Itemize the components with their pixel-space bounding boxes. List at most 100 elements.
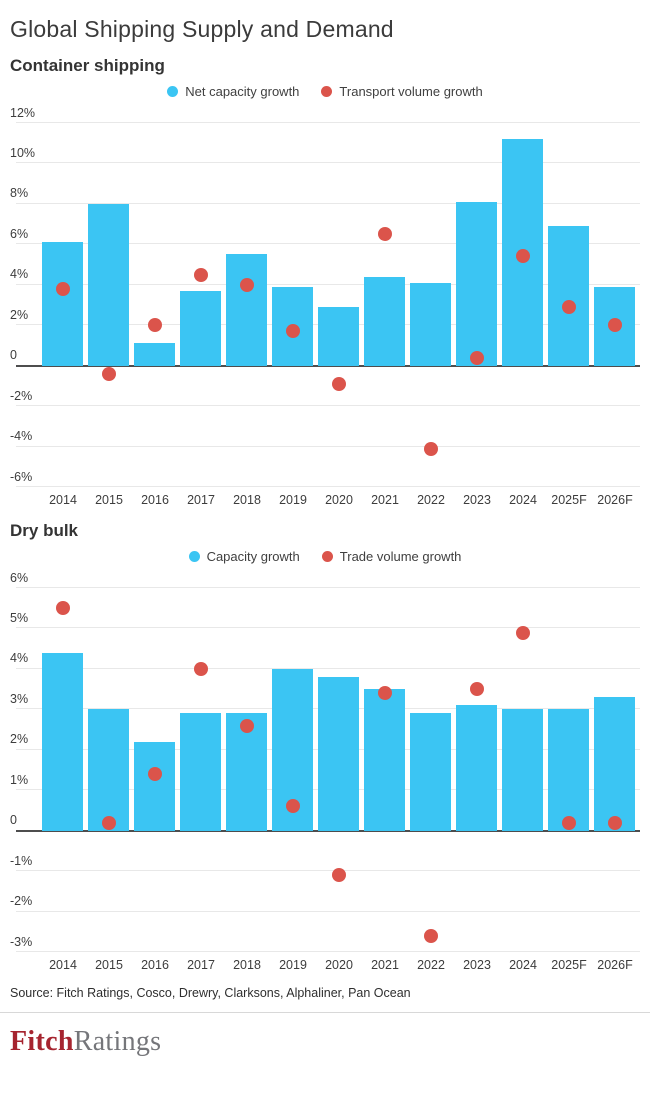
y-tick-label: 12% — [10, 105, 36, 120]
category-slot — [546, 123, 592, 487]
category-slot — [40, 123, 86, 487]
gridline — [16, 910, 640, 912]
x-tick-label: 2015 — [95, 493, 123, 507]
gridline — [16, 202, 640, 204]
category-slot — [132, 123, 178, 487]
logo-fitch-text: Fitch — [10, 1026, 74, 1057]
y-tick-label: 2% — [10, 732, 29, 747]
bar — [88, 709, 129, 831]
bar — [88, 203, 129, 366]
x-tick-label: 2020 — [325, 493, 353, 507]
scatter-dot — [470, 350, 484, 365]
x-tick-label: 2015 — [95, 958, 123, 972]
category-slot — [500, 123, 546, 487]
gridline — [16, 162, 640, 164]
bar — [42, 242, 83, 366]
x-tick-label: 2026F — [597, 493, 633, 507]
y-tick-label: 1% — [10, 772, 29, 787]
gridline — [16, 445, 640, 447]
category-slot — [132, 588, 178, 952]
x-tick-label: 2018 — [233, 958, 261, 972]
gridline — [16, 627, 640, 629]
category-slot — [408, 588, 454, 952]
legend: Net capacity growth Transport volume gro… — [10, 84, 640, 99]
y-tick-label: 3% — [10, 691, 29, 706]
category-slot — [224, 123, 270, 487]
plot-area: 12% 10% 8% 6% 4% 2% 0 -2% -4% -6% — [10, 106, 640, 487]
gridline — [16, 951, 640, 952]
scatter-dot — [470, 682, 484, 697]
gridline — [16, 243, 640, 245]
gridline — [16, 122, 640, 123]
x-tick-label: 2026F — [597, 958, 633, 972]
source-attribution: Source: Fitch Ratings, Cosco, Drewry, Cl… — [10, 986, 411, 1000]
bar — [180, 713, 221, 831]
x-tick-label: 2017 — [187, 493, 215, 507]
x-tick-label: 2018 — [233, 493, 261, 507]
scatter-dot — [240, 718, 254, 733]
bar — [410, 282, 451, 366]
scatter-dot — [608, 815, 622, 830]
bar — [318, 676, 359, 831]
y-tick-label: -4% — [10, 429, 33, 444]
scatter-dot — [378, 227, 392, 242]
y-tick-label: 8% — [10, 186, 29, 201]
category-slot — [592, 123, 638, 487]
x-axis-labels: 2014 2015 2016 2017 2018 2019 2020 2021 2022 2023… — [40, 958, 638, 972]
divider — [0, 1012, 650, 1013]
chart-subtitle-container-shipping: Container shipping — [10, 56, 165, 75]
page-title: Global Shipping Supply and Demand — [10, 16, 394, 42]
scatter-dot — [424, 441, 438, 456]
y-tick-label: 6% — [10, 226, 29, 241]
x-tick-label: 2025F — [551, 958, 587, 972]
category-slot — [40, 588, 86, 952]
x-tick-label: 2023 — [463, 958, 491, 972]
category-slot — [86, 588, 132, 952]
bar — [134, 741, 175, 831]
category-slot — [454, 123, 500, 487]
y-tick-label: 0 — [10, 348, 17, 363]
legend-item-net-capacity-growth: Net capacity growth — [167, 84, 299, 99]
scatter-dot — [194, 661, 208, 676]
bar — [42, 652, 83, 831]
x-tick-label: 2019 — [279, 493, 307, 507]
container-shipping-chart: Container shipping Net capacity growth T… — [10, 56, 640, 507]
scatter-dot — [102, 815, 116, 830]
x-tick-label: 2014 — [49, 493, 77, 507]
category-slot — [592, 588, 638, 952]
zero-axis-line — [16, 829, 640, 832]
y-tick-label: -6% — [10, 469, 33, 484]
dry-bulk-chart: Dry bulk Capacity growth Trade volume gr… — [10, 521, 640, 972]
scatter-dot — [424, 928, 438, 943]
y-tick-label: 4% — [10, 651, 29, 666]
bar — [318, 307, 359, 366]
category-slot — [316, 123, 362, 487]
bar — [226, 254, 267, 366]
category-slot — [362, 588, 408, 952]
chart-subtitle-dry-bulk: Dry bulk — [10, 521, 79, 540]
y-tick-label: -1% — [10, 853, 33, 868]
scatter-dot — [516, 625, 530, 640]
category-slot — [224, 588, 270, 952]
category-slot — [178, 123, 224, 487]
gridline — [16, 486, 640, 487]
logo-ratings-text: Ratings — [73, 1026, 162, 1057]
scatter-dot — [286, 324, 300, 339]
scatter-dot — [286, 799, 300, 814]
y-tick-label: -3% — [10, 934, 33, 949]
y-tick-label: 6% — [10, 570, 29, 585]
scatter-dot — [332, 376, 346, 391]
bar — [548, 226, 589, 366]
scatter-dot — [148, 767, 162, 782]
legend-item-capacity-growth: Capacity growth — [188, 549, 300, 564]
red-circle-icon — [321, 86, 333, 97]
y-tick-label: 2% — [10, 307, 29, 322]
y-tick-label: -2% — [10, 388, 33, 403]
legend-item-trade-volume-growth: Trade volume growth — [321, 549, 461, 564]
y-tick-label: 10% — [10, 145, 36, 160]
x-tick-label: 2016 — [141, 958, 169, 972]
x-tick-label: 2024 — [509, 958, 537, 972]
gridline — [16, 667, 640, 669]
bar — [180, 290, 221, 366]
scatter-dot — [56, 281, 70, 296]
